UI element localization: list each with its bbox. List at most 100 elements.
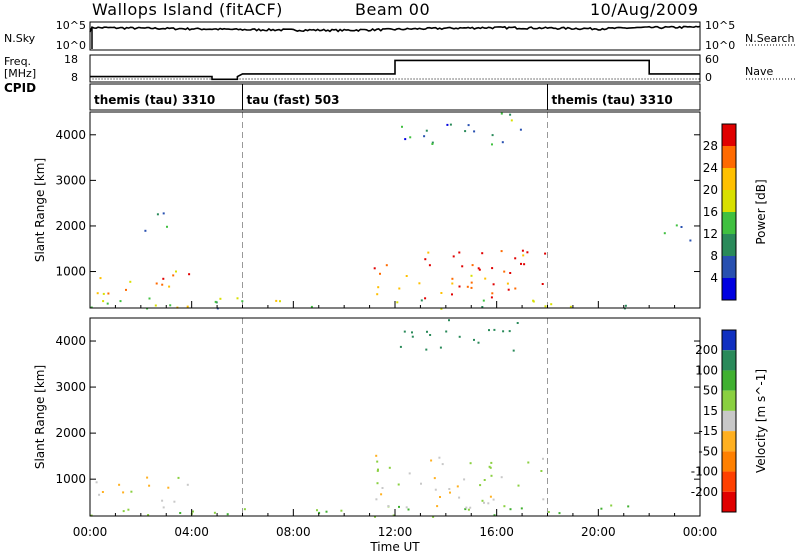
velocity-pixel: [448, 488, 451, 490]
power-pixel: [466, 285, 469, 288]
velocity-pixel: [489, 466, 492, 469]
velocity-pixel: [192, 510, 194, 513]
velocity-ytick-label: 1000: [55, 472, 86, 486]
power-pixel: [154, 304, 157, 307]
power-colorbar-swatch: [722, 256, 736, 278]
power-pixel: [155, 282, 158, 285]
velocity-pixel: [449, 491, 451, 494]
velocity-pixel: [179, 512, 182, 514]
freq-series: [90, 59, 700, 81]
power-pixel: [107, 292, 110, 295]
velocity-pixel: [540, 470, 543, 472]
velocity-background: [90, 318, 700, 516]
power-pixel: [125, 288, 127, 291]
power-pixel: [501, 141, 504, 144]
power-pixel: [689, 239, 692, 242]
power-pixel: [675, 224, 678, 227]
power-pixel: [166, 225, 168, 228]
power-pixel: [491, 267, 494, 270]
nsky-label: N.Sky: [4, 32, 36, 45]
power-pixel: [624, 304, 627, 307]
freq-label-line1: Freq.: [4, 55, 32, 68]
velocity-pixel: [493, 328, 496, 331]
power-pixel: [491, 134, 494, 137]
power-pixel: [507, 288, 510, 291]
velocity-pixel: [147, 514, 150, 516]
velocity-colorbar-swatch: [722, 491, 736, 512]
power-pixel: [186, 305, 189, 308]
nsky-frame: [89, 21, 701, 51]
velocity-colorbar-swatch: [722, 451, 736, 472]
velocity-pixel: [213, 511, 216, 514]
power-colorbar-swatch: [722, 146, 736, 168]
velocity-pixel: [433, 477, 436, 480]
power-pixel: [481, 252, 484, 255]
power-pixel: [464, 130, 467, 133]
velocity-ytick-label: 3000: [55, 380, 86, 394]
power-pixel: [162, 212, 165, 215]
velocity-pixel: [325, 510, 328, 513]
power-pixel: [169, 304, 172, 307]
power-pixel: [470, 281, 473, 284]
velocity-pixel: [243, 508, 246, 511]
velocity-pixel: [436, 505, 439, 508]
velocity-pixel: [542, 498, 545, 501]
velocity-pixel: [481, 499, 484, 502]
freq-tick-top: 18: [64, 53, 78, 66]
power-pixel: [471, 264, 474, 267]
velocity-pixel: [405, 506, 408, 509]
velocity-pixel: [186, 483, 189, 486]
velocity-pixel: [488, 465, 491, 468]
power-pixel: [376, 293, 379, 296]
velocity-pixel: [127, 508, 130, 511]
power-pixel: [424, 258, 427, 261]
power-pixel: [482, 299, 485, 302]
velocity-colorbar-label: Velocity [m s^-1]: [754, 369, 768, 473]
power-background: [90, 112, 700, 308]
nsearch-label: N.Search: [745, 32, 795, 45]
velocity-colorbar-tick: -50: [698, 444, 718, 458]
power-pixel: [484, 277, 487, 280]
power-pixel: [532, 299, 535, 302]
power-pixel: [477, 267, 480, 270]
power-pixel: [503, 270, 506, 273]
nsky-series: [89, 25, 701, 33]
velocity-pixel: [318, 511, 321, 514]
velocity-pixel: [377, 468, 379, 471]
power-pixel: [373, 267, 376, 270]
station-title: Wallops Island (fitACF): [92, 0, 283, 19]
power-pixel: [175, 270, 177, 273]
power-pixel: [404, 138, 407, 141]
velocity-pixel: [516, 322, 519, 324]
power-colorbar-tick: 12: [703, 227, 718, 241]
velocity-pixel: [434, 488, 437, 491]
velocity-pixel: [432, 515, 435, 518]
power-pixel: [431, 141, 434, 144]
velocity-pixel: [477, 341, 480, 344]
velocity-colorbar-swatch: [722, 350, 736, 371]
velocity-pixel: [490, 474, 493, 477]
velocity-pixel: [426, 330, 428, 333]
velocity-pixel: [148, 484, 151, 487]
date-title: 10/Aug/2009: [590, 0, 699, 19]
velocity-pixel: [483, 501, 485, 504]
power-pixel: [470, 286, 473, 289]
velocity-panel: 1000 2000 3000 4000 Slant Range [km] 200 100 50…: [33, 317, 768, 518]
power-pixel: [449, 123, 452, 126]
power-ytick-label: 2000: [55, 219, 86, 233]
velocity-pixel: [509, 508, 512, 511]
power-pixel: [520, 262, 522, 265]
velocity-pixel: [469, 506, 472, 509]
nsky-tick-bottom: 10^0: [56, 39, 86, 52]
velocity-pixel: [407, 508, 410, 511]
velocity-colorbar-frame: [721, 329, 737, 513]
velocity-pixel: [430, 459, 433, 462]
power-pixel: [96, 292, 99, 295]
power-pixel: [99, 277, 102, 280]
power-pixel: [500, 112, 503, 115]
power-pixel: [418, 282, 421, 285]
power-pixel: [428, 264, 431, 267]
power-pixel: [490, 296, 493, 299]
